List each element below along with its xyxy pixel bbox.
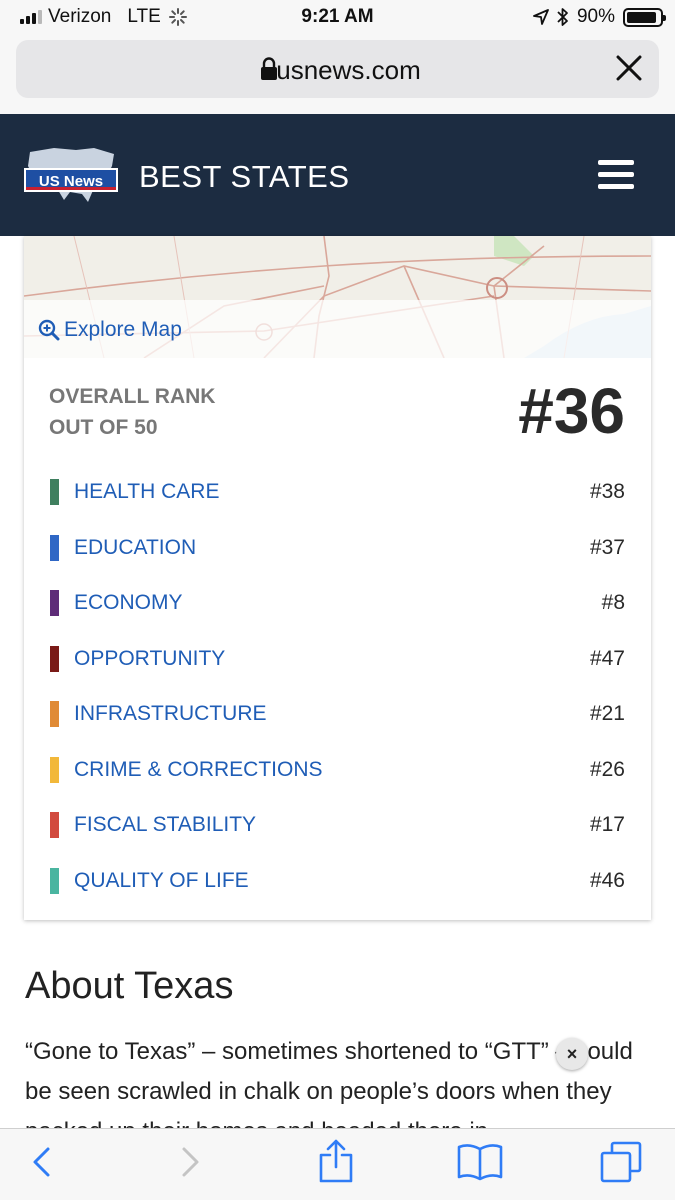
category-rank: #17 (589, 813, 625, 836)
category-name[interactable]: INFRASTRUCTURE (74, 702, 267, 725)
site-header: US News BEST STATES (0, 114, 675, 236)
category-name[interactable]: ECONOMY (74, 591, 183, 614)
logo-text: US News (39, 173, 103, 190)
carrier-info: Verizon LTE (20, 6, 187, 28)
category-rank: #26 (589, 757, 625, 781)
about-heading: About Texas (25, 965, 234, 1007)
category-color-swatch (50, 645, 59, 672)
category-name[interactable]: CRIME & CORRECTIONS (74, 757, 323, 781)
category-name[interactable]: EDUCATION (74, 535, 197, 559)
close-icon[interactable] (615, 54, 643, 82)
usnews-logo[interactable]: US News (24, 144, 120, 206)
forward-icon[interactable] (178, 1145, 202, 1179)
browser-address-area: usnews.com (0, 36, 675, 114)
explore-map-link[interactable]: Explore Map (38, 318, 182, 342)
state-map[interactable]: Explore Map (24, 236, 651, 358)
category-row[interactable]: OPPORTUNITY #47 (24, 639, 651, 679)
category-name[interactable]: HEALTH CARE (74, 480, 220, 503)
category-row[interactable]: INFRASTRUCTURE #21 (24, 694, 651, 734)
tabs-icon[interactable] (600, 1141, 642, 1183)
category-row[interactable]: EDUCATION #37 (24, 528, 651, 568)
category-name[interactable]: QUALITY OF LIFE (74, 868, 249, 892)
ad-close-button[interactable]: × (556, 1038, 588, 1070)
url-host[interactable]: usnews.com (276, 55, 421, 85)
bookmarks-icon[interactable] (457, 1143, 503, 1181)
status-time: 9:21 AM (301, 6, 374, 27)
category-color-swatch (50, 867, 59, 894)
back-icon[interactable] (30, 1145, 54, 1179)
category-rank: #21 (589, 702, 625, 725)
zoom-in-icon (38, 319, 60, 341)
category-color-swatch (50, 701, 59, 727)
category-rank: #8 (601, 591, 625, 614)
lock-icon (261, 57, 277, 80)
category-color-swatch (50, 534, 59, 561)
category-name[interactable]: OPPORTUNITY (74, 646, 226, 670)
category-row[interactable]: CRIME & CORRECTIONS #26 (24, 750, 651, 790)
state-rank-card: Explore Map OVERALL RANK OUT OF 50 #36 H… (24, 236, 651, 920)
explore-map-label: Explore Map (64, 318, 182, 341)
browser-toolbar (0, 1128, 675, 1200)
overall-rank-value: #36 (518, 375, 625, 447)
signal-strength-icon (20, 10, 42, 24)
status-bar: Verizon LTE 9:21 AM 90% (0, 0, 675, 36)
category-rank: #46 (589, 868, 625, 892)
category-color-swatch (50, 756, 59, 783)
loading-spinner-icon (168, 8, 187, 26)
battery-icon (623, 7, 666, 27)
carrier-name: Verizon (48, 6, 112, 27)
category-rank: #47 (589, 646, 625, 670)
category-rank: #37 (589, 535, 625, 559)
category-row[interactable]: QUALITY OF LIFE #46 (24, 861, 651, 901)
category-color-swatch (50, 479, 59, 505)
overall-rank-label-line1: OVERALL RANK (49, 385, 216, 408)
overall-rank-label-line2: OUT OF 50 (49, 416, 158, 439)
map-roads-image (24, 236, 651, 358)
overall-rank-label: OVERALL RANK OUT OF 50 (49, 381, 215, 443)
address-bar[interactable]: usnews.com (16, 40, 659, 98)
network-type: LTE (127, 6, 161, 27)
category-row[interactable]: ECONOMY #8 (24, 583, 651, 623)
location-arrow-icon (533, 9, 549, 25)
category-row[interactable]: HEALTH CARE #38 (24, 472, 651, 512)
category-color-swatch (50, 590, 59, 616)
section-title[interactable]: BEST STATES (139, 159, 350, 194)
category-rank: #38 (589, 480, 625, 503)
share-icon[interactable] (318, 1139, 354, 1183)
category-color-swatch (50, 812, 59, 838)
category-row[interactable]: FISCAL STABILITY #17 (24, 805, 651, 845)
hamburger-menu-icon[interactable] (598, 160, 634, 190)
status-right: 90% (533, 6, 666, 28)
battery-percent: 90% (576, 6, 615, 27)
category-name[interactable]: FISCAL STABILITY (74, 813, 257, 836)
bluetooth-icon (557, 8, 568, 26)
